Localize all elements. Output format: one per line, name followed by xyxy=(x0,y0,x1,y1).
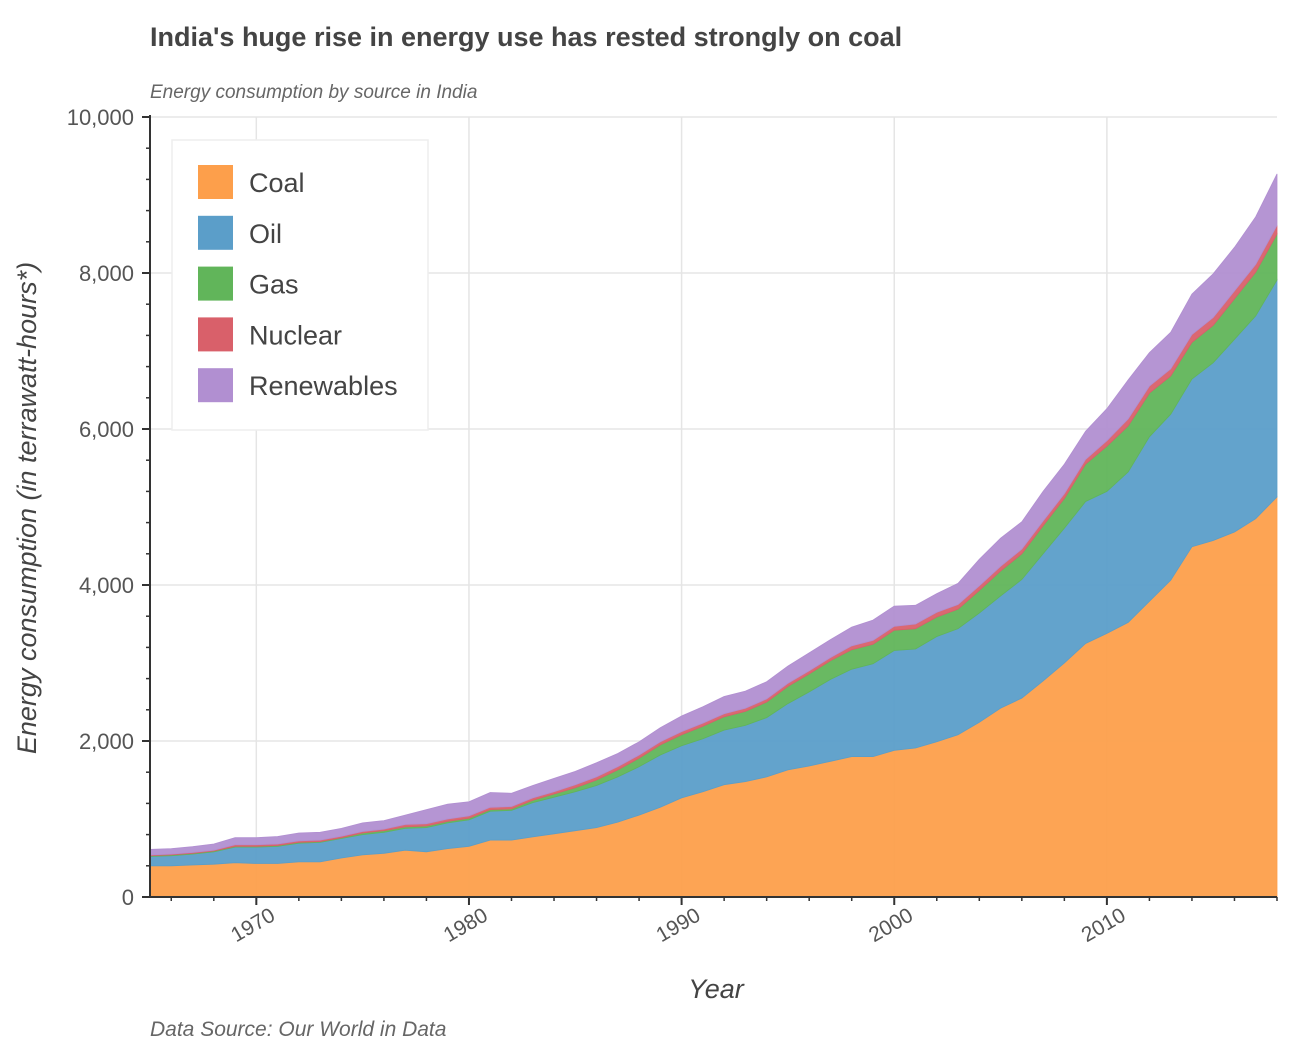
area-renewables xyxy=(149,173,1278,856)
x-axis: 1970 1980 1990 2000 2010 xyxy=(170,897,1278,947)
x-tick-label: 2000 xyxy=(865,904,917,947)
x-tick-label: 1970 xyxy=(227,904,279,947)
legend-swatch-oil xyxy=(198,215,233,250)
legend-label-gas: Gas xyxy=(249,270,299,300)
y-tick-label: 4,000 xyxy=(79,573,134,598)
x-tick-label: 2010 xyxy=(1078,904,1130,947)
y-tick-label: 0 xyxy=(122,885,134,910)
legend-label-renewables: Renewables xyxy=(249,371,398,401)
legend-swatch-gas xyxy=(198,266,233,301)
y-tick-label: 2,000 xyxy=(79,729,134,754)
legend-label-coal: Coal xyxy=(249,168,305,198)
legend-swatch-nuclear xyxy=(198,317,233,352)
legend: Coal Oil Gas Nuclear Renewables xyxy=(171,139,429,431)
legend-swatch-renewables xyxy=(198,368,233,403)
legend-label-oil: Oil xyxy=(249,219,282,249)
x-tick-label: 1990 xyxy=(652,904,704,947)
y-tick-label: 10,000 xyxy=(67,105,134,130)
chart-title: India's huge rise in energy use has rest… xyxy=(150,22,903,52)
x-tick-label: 1980 xyxy=(440,904,492,947)
area-series xyxy=(149,173,1278,898)
x-axis-label: Year xyxy=(688,974,745,1004)
y-axis: 0 2,000 4,000 6,000 8,000 10,000 xyxy=(67,105,150,910)
legend-label-nuclear: Nuclear xyxy=(249,320,342,350)
y-tick-label: 6,000 xyxy=(79,417,134,442)
y-tick-label: 8,000 xyxy=(79,261,134,286)
plot-frame xyxy=(149,115,1277,898)
data-source-note: Data Source: Our World in Data xyxy=(150,1018,447,1041)
chart-subtitle: Energy consumption by source in India xyxy=(150,82,478,103)
y-axis-label: Energy consumption (in terrawatt-hours*) xyxy=(12,262,42,754)
legend-swatch-coal xyxy=(198,165,233,199)
